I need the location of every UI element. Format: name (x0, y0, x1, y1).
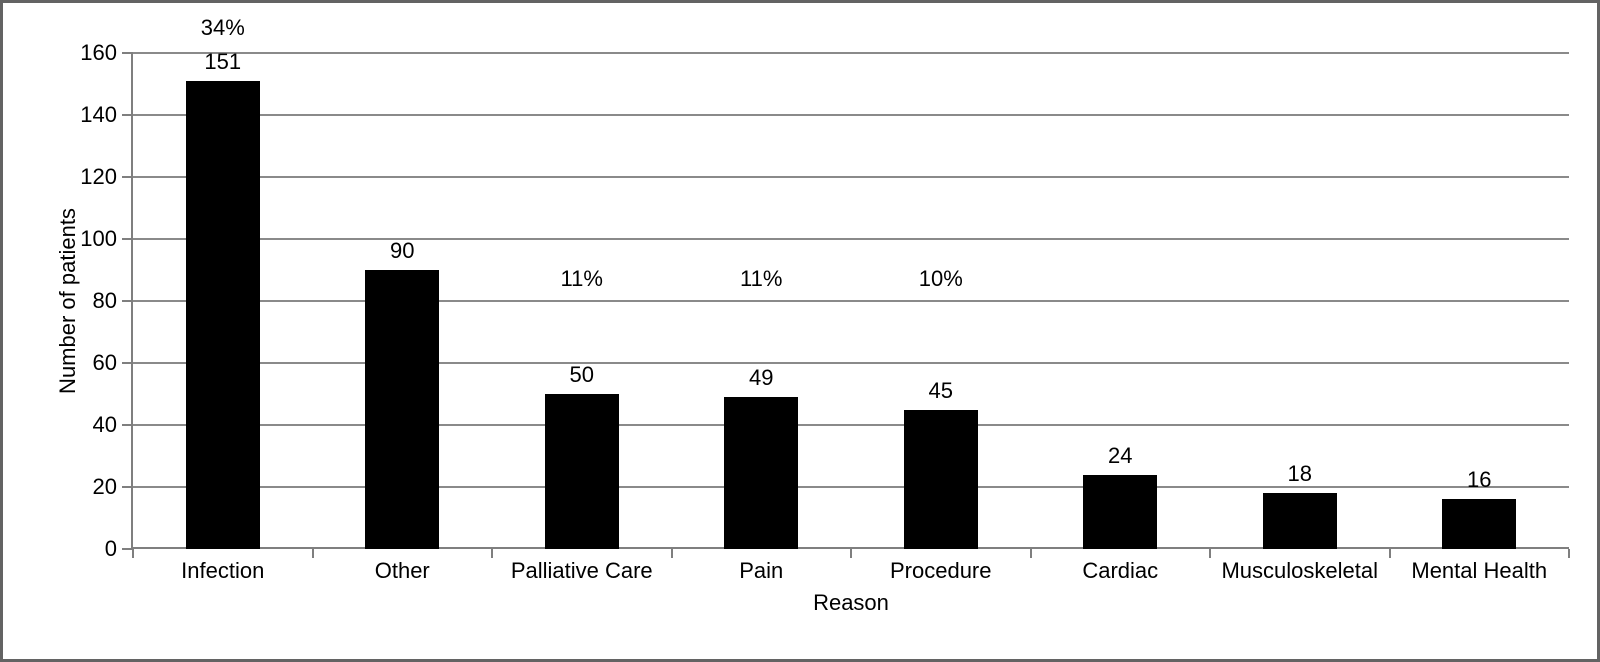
bar (365, 270, 440, 549)
bar-value-label: 16 (1467, 467, 1492, 493)
y-tick-label: 100 (80, 226, 117, 251)
y-tick (122, 424, 133, 426)
bar (1442, 499, 1517, 549)
bar (1262, 493, 1337, 549)
category-label: Infection (181, 558, 265, 583)
bar-value-label: 18 (1287, 461, 1312, 487)
bar (903, 409, 978, 549)
y-tick-label: 40 (92, 412, 117, 437)
category-label: Cardiac (1082, 558, 1159, 583)
y-tick (122, 114, 133, 116)
bar-value-label: 90 (390, 238, 415, 263)
y-axis-line (131, 52, 133, 549)
bar (1083, 474, 1158, 549)
category-label: Musculoskeletal (1221, 558, 1378, 583)
gridline (133, 300, 1569, 302)
category-label: Palliative Care (510, 558, 653, 583)
gridline (133, 362, 1569, 364)
y-tick-label: 120 (80, 164, 117, 189)
gridline (133, 424, 1569, 426)
gridline (133, 176, 1569, 178)
y-tick (122, 52, 133, 54)
y-tick (122, 548, 133, 550)
category-label: Other (374, 558, 430, 583)
x-axis-line (131, 547, 1569, 549)
bar-value-label: 50 (569, 362, 594, 387)
y-tick-label: 0 (104, 536, 117, 561)
y-tick (122, 486, 133, 488)
gridline (133, 52, 1569, 54)
x-tick (850, 549, 852, 558)
bar (724, 397, 799, 549)
x-tick (1029, 549, 1032, 558)
gridline (133, 486, 1569, 488)
x-tick (670, 549, 673, 558)
percent-label: 10% (918, 266, 963, 292)
x-tick (132, 549, 134, 558)
category-label: Pain (739, 558, 784, 583)
y-tick (122, 362, 133, 364)
bar-value-label: 49 (749, 365, 774, 391)
x-tick (1209, 549, 1211, 558)
y-tick-label: 20 (92, 474, 117, 499)
x-axis-title: Reason (813, 590, 889, 615)
bar-value-label: 151 (204, 48, 242, 74)
y-tick (122, 238, 133, 240)
bar-value-label: 24 (1108, 442, 1133, 468)
bar-value-label: 45 (928, 377, 953, 403)
x-tick (311, 549, 314, 558)
y-tick-label: 60 (92, 350, 117, 375)
y-tick (122, 176, 133, 178)
category-label: Mental Health (1411, 558, 1548, 583)
category-label: Procedure (889, 558, 992, 583)
percent-label: 34% (200, 15, 245, 41)
x-tick (491, 549, 493, 558)
percent-label: 11% (560, 266, 603, 292)
bar (544, 394, 619, 549)
y-tick-label: 80 (92, 288, 117, 313)
y-tick-label: 140 (80, 102, 117, 127)
percent-label: 11% (740, 266, 783, 292)
x-tick (1568, 549, 1570, 558)
y-tick-label: 160 (80, 40, 117, 65)
bar (185, 80, 260, 549)
y-tick (122, 300, 133, 302)
gridline (133, 238, 1569, 240)
x-tick (1388, 549, 1391, 558)
gridline (133, 114, 1569, 116)
